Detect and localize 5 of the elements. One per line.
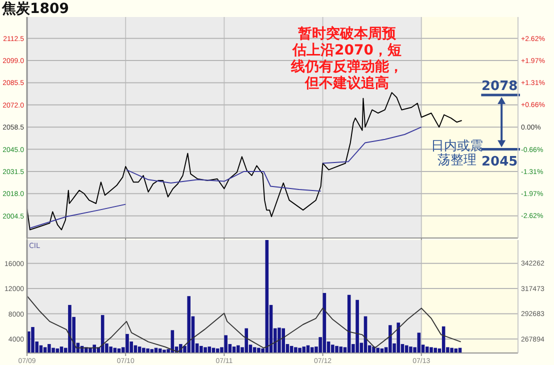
legend-label: 2045 xyxy=(481,154,518,170)
chart-title: 焦炭1809 xyxy=(1,1,69,17)
annotation: 日内或震荡整理 xyxy=(431,139,483,168)
ref-line-label: 2078 xyxy=(481,79,518,94)
annotation: 暂时突破本周预估上沿2070，短线仍有反弹动能，但不建议追高 xyxy=(290,25,403,92)
